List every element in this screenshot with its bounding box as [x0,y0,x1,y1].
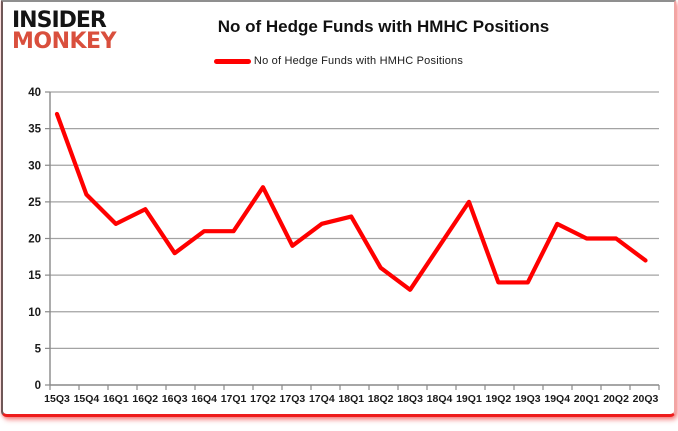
y-axis-label: 10 [28,307,41,319]
x-axis-label: 18Q4 [427,393,453,405]
y-axis-label: 35 [28,124,41,136]
y-axis-label: 0 [35,380,41,392]
x-axis-label: 19Q3 [515,393,541,405]
x-axis-label: 20Q2 [603,393,629,405]
x-axis-label: 20Q3 [633,393,659,405]
x-axis-label: 17Q2 [250,393,276,405]
y-axis-label: 25 [28,197,41,209]
y-axis-label: 20 [28,234,41,246]
x-axis-label: 15Q3 [44,393,70,405]
x-axis-label: 16Q2 [132,393,158,405]
legend-label: No of Hedge Funds with HMHC Positions [253,55,464,67]
chart-card-frame: INSIDER MONKEY No of Hedge Funds with HM… [1,0,676,417]
logo-text-insider: INSIDER [12,8,107,33]
legend-line-swatch-icon [213,58,251,64]
series-line [54,111,648,292]
x-axis-label: 16Q3 [162,393,188,405]
y-axis-label: 30 [28,160,41,172]
y-axis-label: 40 [28,87,41,99]
x-axis-label: 16Q1 [103,393,129,405]
x-axis-label: 15Q4 [74,393,100,405]
x-axis-label: 19Q2 [486,393,512,405]
chart-legend: No of Hedge Funds with HMHC Positions [3,55,674,67]
y-axis-label: 15 [28,270,41,282]
chart-title: No of Hedge Funds with HMHC Positions [217,17,550,36]
x-axis-label: 17Q1 [221,393,247,405]
x-axis-label: 18Q3 [397,393,423,405]
logo-text-monkey: MONKEY [12,29,117,54]
x-axis-label: 19Q1 [456,393,482,405]
x-axis-label: 18Q2 [368,393,394,405]
x-axis-label: 19Q4 [544,393,570,405]
insider-monkey-logo: INSIDER MONKEY [12,8,117,54]
x-axis-label: 17Q4 [309,393,335,405]
x-axis-label: 20Q1 [574,393,600,405]
line-chart-plot: 0 5 10 15 20 25 30 35 40 15Q3 15Q4 16Q1 16Q2 16Q3 16Q4… [28,87,660,405]
x-axis-label: 18Q1 [338,393,364,405]
x-axis-label: 17Q3 [280,393,306,405]
y-axis-label: 5 [35,343,42,355]
x-axis-label: 16Q4 [191,393,217,405]
